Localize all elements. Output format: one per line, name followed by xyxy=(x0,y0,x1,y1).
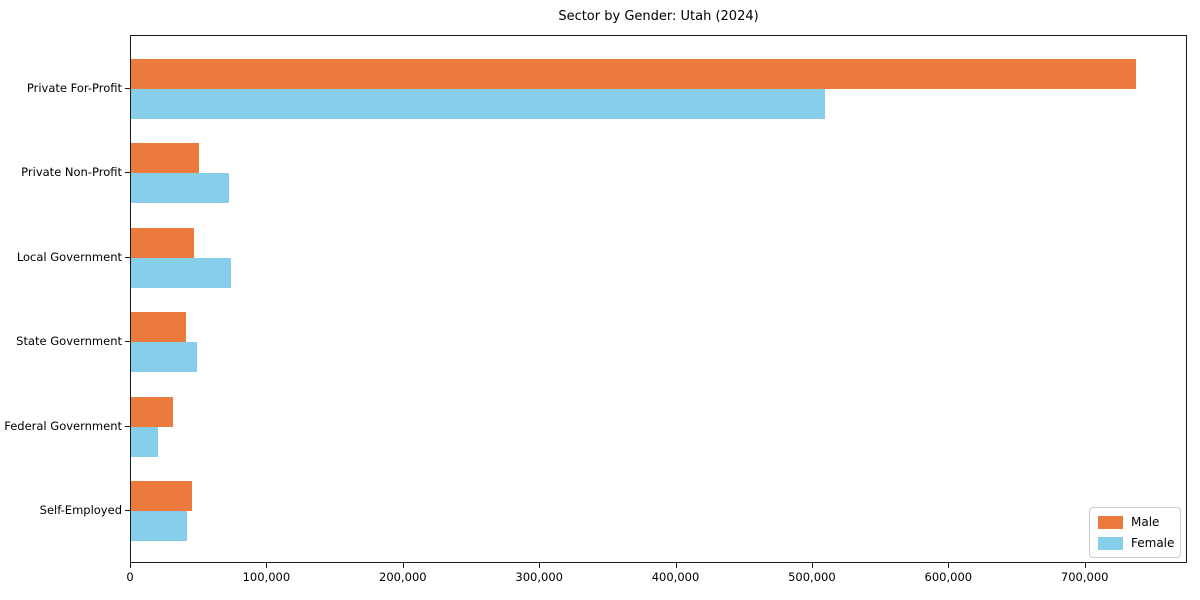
x-tick-label: 700,000 xyxy=(1060,570,1109,584)
y-tick-mark xyxy=(125,172,130,174)
legend-item-female: Female xyxy=(1098,536,1175,550)
x-tick-label: 200,000 xyxy=(379,570,427,584)
x-tick-label: 100,000 xyxy=(242,570,291,584)
bar-female-5 xyxy=(131,511,187,541)
bar-female-4 xyxy=(131,426,159,457)
legend-item-male: Male xyxy=(1098,515,1172,529)
x-tick-mark xyxy=(539,563,541,568)
bar-female-0 xyxy=(131,89,826,119)
bar-male-0 xyxy=(131,59,1137,89)
x-tick-mark xyxy=(130,563,131,568)
y-tick-mark xyxy=(125,256,130,258)
plot-area xyxy=(130,35,1187,563)
x-tick-label: 600,000 xyxy=(924,570,973,584)
x-tick-mark xyxy=(402,563,404,568)
x-tick-mark xyxy=(811,563,813,568)
legend-label-female: Female xyxy=(1131,536,1175,550)
bar-female-2 xyxy=(131,257,231,288)
x-tick-label: 400,000 xyxy=(651,570,700,584)
y-tick-label: Private Non-Profit xyxy=(21,165,122,180)
y-tick-mark xyxy=(125,425,130,427)
bar-female-3 xyxy=(131,342,197,373)
y-tick-mark xyxy=(125,88,130,89)
y-tick-label: Federal Government xyxy=(4,418,122,433)
y-tick-mark xyxy=(125,510,130,511)
bar-male-3 xyxy=(131,312,186,343)
x-tick-mark xyxy=(266,563,268,568)
y-tick-label: State Government xyxy=(16,334,122,349)
x-tick-label: 300,000 xyxy=(515,570,563,584)
y-tick-label: Private For-Profit xyxy=(26,81,122,95)
x-tick-label: 0 xyxy=(126,570,134,584)
bar-male-1 xyxy=(131,143,200,174)
bar-female-1 xyxy=(131,173,230,204)
female-series-swatch xyxy=(1098,536,1123,550)
y-tick-label: Self-Employed xyxy=(39,503,122,517)
x-tick-mark xyxy=(1084,563,1086,568)
y-tick-mark xyxy=(125,341,130,343)
x-tick-mark xyxy=(675,563,677,568)
bar-male-4 xyxy=(131,396,174,427)
legend-label-male: Male xyxy=(1131,515,1160,529)
x-tick-label: 500,000 xyxy=(788,570,836,584)
bar-male-2 xyxy=(131,227,194,258)
bar-male-5 xyxy=(131,481,193,511)
chart-title: Sector by Gender: Utah (2024) xyxy=(558,9,759,24)
y-tick-label: Local Government xyxy=(16,249,122,264)
legend: Male Female xyxy=(1089,507,1181,558)
x-tick-mark xyxy=(948,563,950,568)
male-series-swatch xyxy=(1098,515,1123,529)
